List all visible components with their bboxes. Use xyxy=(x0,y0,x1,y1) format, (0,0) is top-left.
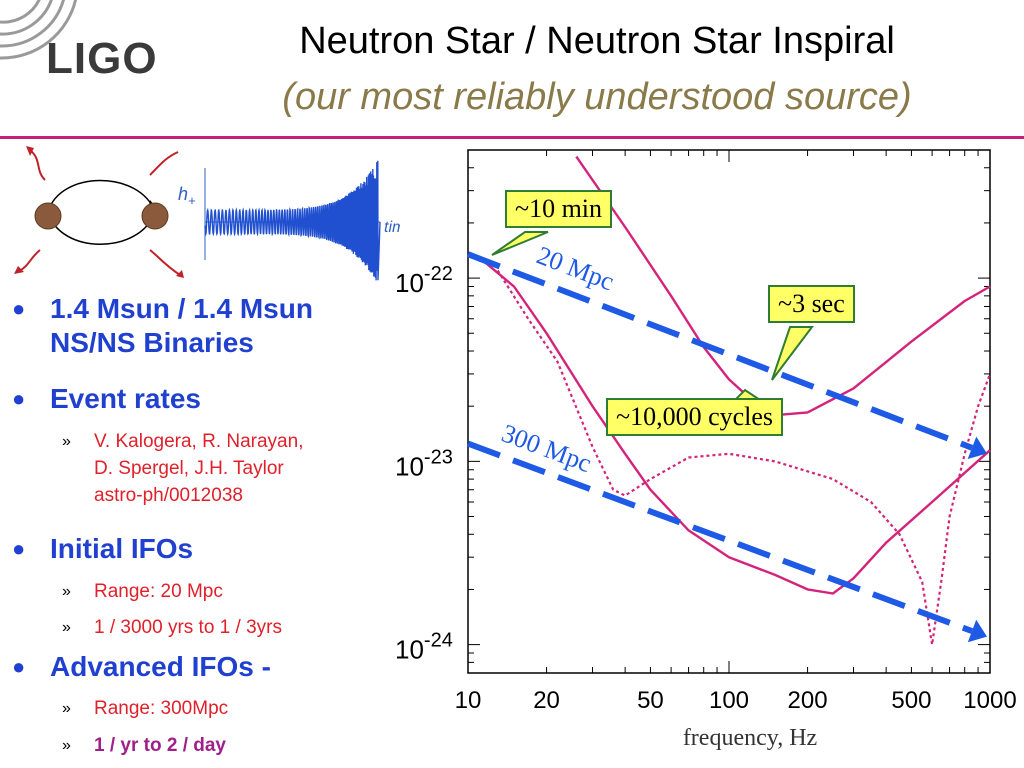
callout-10000-cycles: ~10,000 cycles xyxy=(606,398,784,436)
bullet-text: NS/NS Binaries xyxy=(50,327,254,358)
sub-bullet-marker: » xyxy=(62,583,71,600)
sub-bullet-text: D. Spergel, J.H. Taylor xyxy=(94,458,284,479)
h-plus-label: h+ xyxy=(178,184,196,208)
sub-bullet-marker: » xyxy=(62,433,71,450)
time-axis-label: time xyxy=(384,219,400,236)
sub-bullet-text: V. Kalogera, R. Narayan, xyxy=(94,431,304,452)
range-arrowhead xyxy=(967,436,987,459)
sub-bullet-text: 1 / yr to 2 / day xyxy=(94,735,226,756)
bullet-dot: ● xyxy=(12,296,26,321)
gravitational-wave-arrows xyxy=(17,149,181,276)
x-tick-label: 200 xyxy=(788,687,828,714)
title-divider xyxy=(0,136,1024,139)
x-tick-label: 10 xyxy=(455,687,482,714)
callout-pointers xyxy=(491,231,815,401)
sub-bullet-marker: » xyxy=(62,737,71,754)
bullet-text: Initial IFOs xyxy=(50,533,194,564)
bullet-text: 1.4 Msun / 1.4 Msun xyxy=(50,293,313,324)
bullet-dot: ● xyxy=(12,386,26,411)
sub-bullet-text: Range: 300Mpc xyxy=(94,698,229,719)
neutron-star-left xyxy=(34,202,62,230)
y-tick-label: 10-24 xyxy=(395,630,453,665)
sub-bullet-text: Range: 20 Mpc xyxy=(94,581,223,602)
sub-bullet-marker: » xyxy=(62,619,71,636)
x-tick-label: 50 xyxy=(637,687,664,714)
range-line-1 xyxy=(466,440,974,634)
ligo-logo-arcs xyxy=(0,0,78,60)
slide-title: Neutron Star / Neutron Star Inspiral xyxy=(299,20,895,62)
callout-10-min: ~10 min xyxy=(505,190,613,228)
sub-bullet-text: astro-ph/0012038 xyxy=(94,485,243,506)
x-tick-label: 1000 xyxy=(963,687,1016,714)
x-tick-label: 20 xyxy=(533,687,560,714)
bullet-dot: ● xyxy=(12,536,26,561)
bullet-text: Event rates xyxy=(50,383,201,414)
y-tick-label: 10-23 xyxy=(395,446,453,481)
ligo-logo: LIGO xyxy=(46,34,158,83)
binary-inspiral-diagram: h+ time xyxy=(14,146,400,281)
x-tick-labels: 10 20 50 100 200 500 1000 xyxy=(455,687,1017,714)
bullet-dot: ● xyxy=(12,654,26,679)
x-tick-label: 500 xyxy=(891,687,931,714)
callout-pointer-10-min xyxy=(491,231,549,256)
x-axis-label: frequency, Hz xyxy=(683,725,817,751)
callout-pointer-3-sec xyxy=(771,326,815,381)
sensitivity-curve-2 xyxy=(496,269,992,646)
sensitivity-curve-1 xyxy=(478,256,991,595)
y-tick-labels: 10-22 10-23 10-24 xyxy=(395,263,453,665)
axis-ticks xyxy=(467,150,991,674)
waveform-plot: h+ time xyxy=(178,160,400,281)
x-tick-label: 100 xyxy=(709,687,749,714)
y-tick-label: 10-22 xyxy=(395,263,453,298)
callout-3-sec: ~3 sec xyxy=(768,285,855,323)
sub-bullet-marker: » xyxy=(62,700,71,717)
range-arrowhead xyxy=(967,619,987,643)
slide-subtitle: (our most reliably understood source) xyxy=(282,76,912,118)
range-line-0 xyxy=(466,251,974,451)
neutron-star-right xyxy=(141,202,169,230)
sub-bullet-text: 1 / 3000 yrs to 1 / 3yrs xyxy=(94,617,282,638)
orbit-diagram xyxy=(14,146,184,278)
bullet-text: Advanced IFOs - xyxy=(50,651,271,682)
